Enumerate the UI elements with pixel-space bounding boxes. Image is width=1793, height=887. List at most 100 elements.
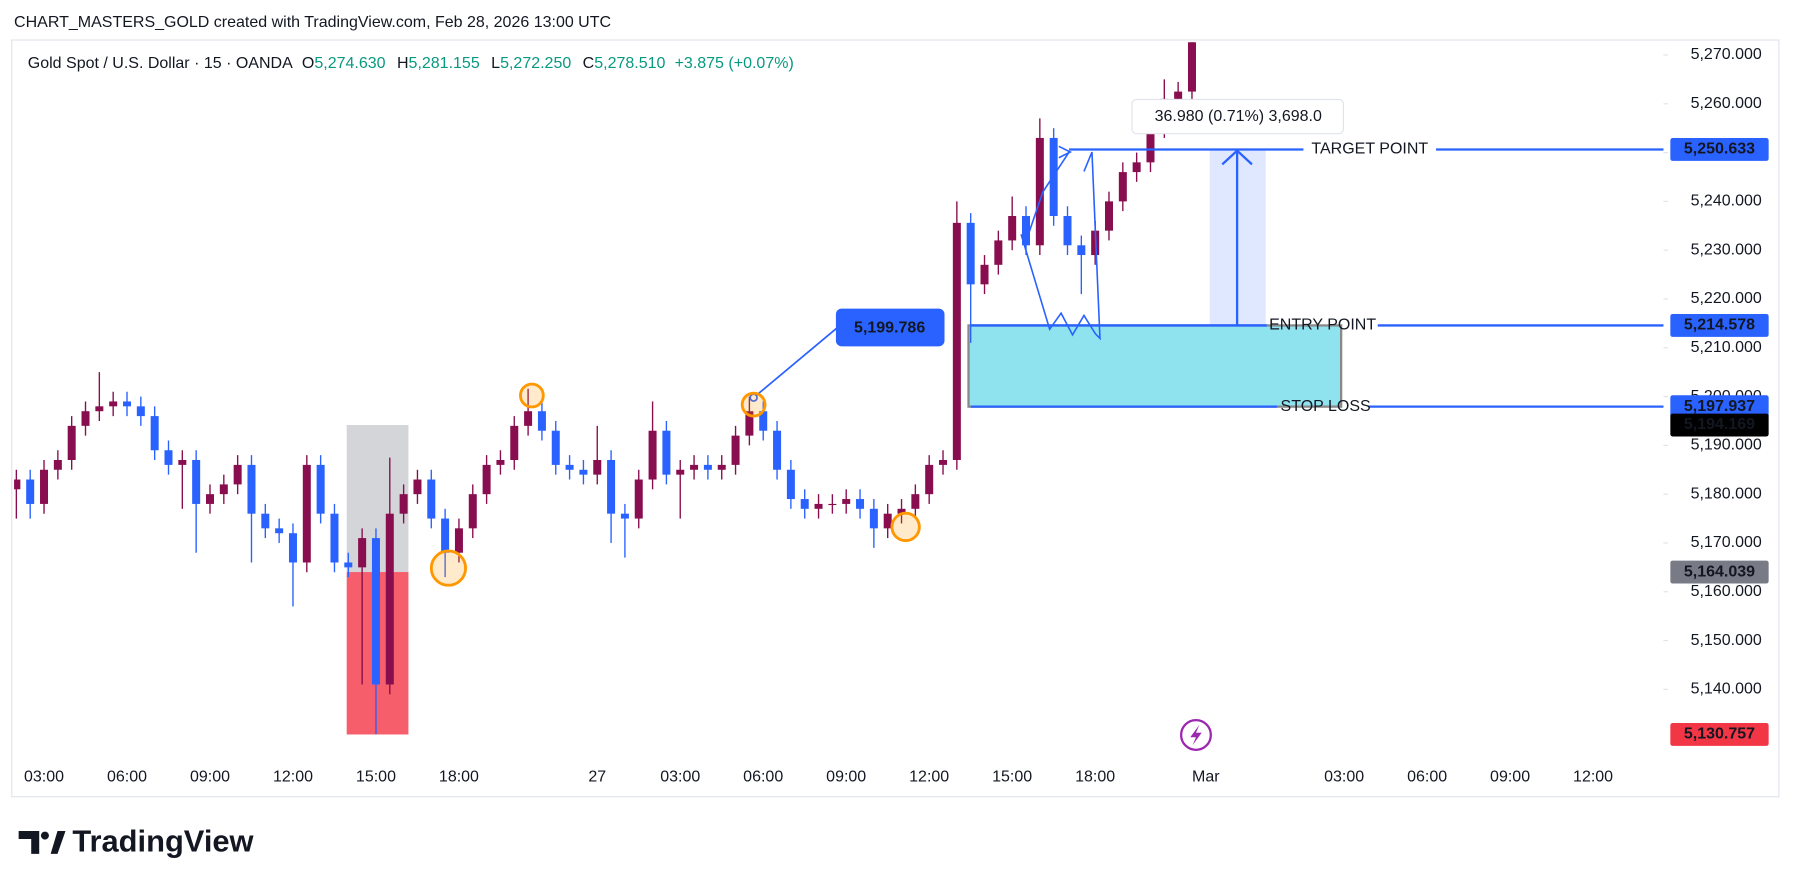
legend-change: +3.875 (+0.07%) bbox=[675, 55, 794, 72]
brand: TradingView bbox=[72, 824, 254, 859]
x-tick-label: 18:00 bbox=[439, 768, 479, 785]
x-tick-label: 03:00 bbox=[24, 768, 64, 785]
candle-body bbox=[164, 450, 173, 465]
price-tag bbox=[1670, 395, 1769, 419]
candle-body bbox=[537, 411, 546, 431]
credit: CHART_MASTERS_GOLD created with TradingV… bbox=[14, 14, 611, 31]
price-tag-label: 5,130.757 bbox=[1684, 726, 1755, 743]
legend-value: 5,274.630 bbox=[314, 55, 385, 72]
candle-body bbox=[939, 460, 948, 465]
candle-body bbox=[869, 508, 878, 529]
legend-key: L bbox=[491, 55, 500, 72]
icon-bolt bbox=[1190, 724, 1202, 746]
candle-body bbox=[1146, 128, 1155, 163]
candle-body bbox=[1174, 91, 1183, 99]
candle-body bbox=[717, 464, 726, 470]
candle-body bbox=[288, 533, 297, 563]
candle-body bbox=[565, 464, 574, 470]
legend-key: O bbox=[302, 55, 314, 72]
level-text: ENTRY POINT bbox=[1269, 317, 1376, 334]
candle-body bbox=[1063, 216, 1072, 246]
price-tag bbox=[1670, 413, 1769, 437]
projection-path bbox=[1024, 151, 1070, 243]
x-tick-label: 06:00 bbox=[107, 768, 147, 785]
candle-body bbox=[759, 411, 768, 431]
candle-body bbox=[1118, 172, 1127, 202]
candle-body bbox=[136, 406, 145, 417]
candle-body bbox=[634, 479, 643, 519]
candle-body bbox=[385, 513, 394, 685]
candle-body bbox=[911, 494, 920, 509]
candle-body bbox=[745, 411, 754, 436]
candle-body bbox=[690, 464, 699, 470]
candle-body bbox=[1104, 201, 1113, 231]
candle-body bbox=[95, 406, 104, 412]
candle-body bbox=[731, 435, 740, 465]
callout-line bbox=[753, 326, 839, 399]
projection-arrowhead bbox=[1058, 145, 1073, 159]
x-tick-label: 03:00 bbox=[1324, 768, 1364, 785]
candle-body bbox=[26, 479, 35, 504]
lightning-icon[interactable] bbox=[1179, 718, 1212, 751]
x-tick-label: 15:00 bbox=[356, 768, 396, 785]
candle-body bbox=[897, 508, 906, 514]
candle-body bbox=[856, 499, 865, 509]
price-tag-label: 5,194.169 bbox=[1684, 416, 1755, 433]
price-tag-label: 5,197.937 bbox=[1684, 398, 1755, 415]
candle-body bbox=[510, 425, 519, 461]
y-tick-label: 5,210.000 bbox=[1691, 339, 1762, 356]
candle-body bbox=[1132, 162, 1141, 173]
candle-body bbox=[67, 425, 76, 461]
candle-body bbox=[648, 430, 657, 480]
legend-key: H bbox=[397, 55, 409, 72]
candle-body bbox=[150, 416, 159, 451]
y-tick-label: 5,260.000 bbox=[1691, 95, 1762, 112]
level-text: STOP LOSS bbox=[1281, 398, 1371, 415]
candle-body bbox=[952, 222, 961, 461]
candle-body bbox=[925, 464, 934, 495]
candle-body bbox=[261, 513, 270, 529]
x-tick-label: 12:00 bbox=[273, 768, 313, 785]
candle-body bbox=[109, 401, 118, 407]
candle-body bbox=[205, 494, 214, 504]
candle-body bbox=[524, 411, 533, 426]
candle-body bbox=[980, 264, 989, 285]
price-tag bbox=[1670, 560, 1769, 584]
legend-value: 5,278.510 bbox=[594, 55, 665, 72]
logo-slash bbox=[50, 830, 66, 854]
measure-box bbox=[1131, 98, 1345, 135]
candle-body bbox=[814, 503, 823, 509]
candle-body bbox=[399, 494, 408, 514]
candle-body bbox=[1022, 216, 1031, 246]
price-tag-label: 5,214.578 bbox=[1684, 317, 1755, 334]
legend-value: 5,281.155 bbox=[409, 55, 480, 72]
candle-body bbox=[703, 464, 712, 470]
candle-body bbox=[302, 464, 311, 563]
candle-body bbox=[607, 460, 616, 514]
candle-body bbox=[371, 538, 380, 685]
candle-body bbox=[800, 499, 809, 509]
chart-frame bbox=[11, 39, 1780, 798]
x-tick-label: 18:00 bbox=[1075, 768, 1115, 785]
target-arrowhead bbox=[1221, 149, 1253, 166]
candle-body bbox=[123, 401, 132, 407]
candle-body bbox=[178, 460, 187, 465]
candle-body bbox=[14, 479, 21, 490]
x-tick-label: 12:00 bbox=[909, 768, 949, 785]
candle-body bbox=[413, 479, 422, 495]
candle-body bbox=[219, 484, 228, 495]
candle-body bbox=[1049, 137, 1058, 217]
x-tick-label: 03:00 bbox=[660, 768, 700, 785]
candle-body bbox=[468, 494, 477, 529]
candles bbox=[14, 42, 1196, 735]
candle-body bbox=[1035, 137, 1044, 246]
candle-body bbox=[786, 469, 795, 500]
price-tag bbox=[1670, 314, 1769, 337]
candle-body bbox=[994, 240, 1003, 265]
x-tick-label: 09:00 bbox=[1490, 768, 1530, 785]
candle-body bbox=[247, 464, 256, 514]
candle-body bbox=[842, 499, 851, 504]
candle-body bbox=[828, 503, 837, 506]
candle-body bbox=[1077, 245, 1086, 256]
